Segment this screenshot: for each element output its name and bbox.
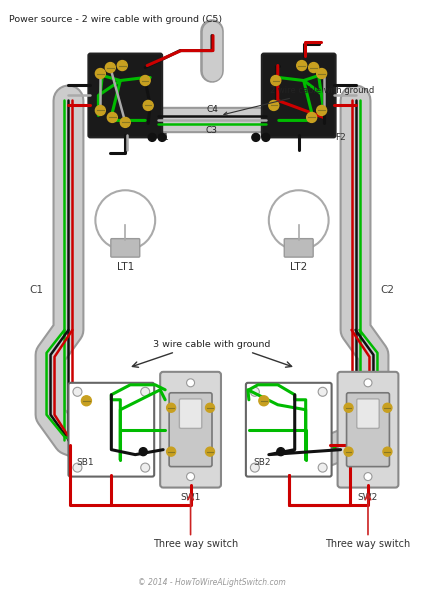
FancyBboxPatch shape — [346, 393, 389, 467]
Circle shape — [364, 473, 372, 481]
Circle shape — [271, 76, 281, 85]
Circle shape — [344, 447, 353, 456]
Circle shape — [95, 190, 155, 250]
Text: LT1: LT1 — [117, 262, 134, 272]
Circle shape — [117, 61, 127, 71]
FancyBboxPatch shape — [179, 399, 202, 428]
Circle shape — [167, 447, 176, 456]
Circle shape — [206, 403, 215, 412]
Text: © 2014 - HowToWireALightSwitch.com: © 2014 - HowToWireALightSwitch.com — [138, 578, 286, 587]
Circle shape — [139, 448, 147, 455]
Text: C4: C4 — [206, 106, 218, 115]
Circle shape — [259, 396, 269, 406]
Circle shape — [158, 133, 166, 142]
Circle shape — [383, 447, 392, 456]
Circle shape — [277, 448, 285, 455]
Text: 2 wire cable with ground: 2 wire cable with ground — [224, 86, 374, 115]
Circle shape — [262, 133, 270, 142]
Circle shape — [318, 463, 327, 472]
Circle shape — [105, 62, 115, 73]
Text: C1: C1 — [30, 285, 44, 295]
Circle shape — [95, 106, 105, 115]
Circle shape — [307, 112, 317, 122]
Circle shape — [269, 100, 279, 110]
Text: SW1: SW1 — [180, 493, 201, 502]
Text: LT2: LT2 — [290, 262, 307, 272]
Text: F2: F2 — [335, 133, 346, 142]
Circle shape — [344, 403, 353, 412]
Circle shape — [120, 118, 130, 127]
Circle shape — [187, 473, 195, 481]
Circle shape — [187, 379, 195, 387]
Circle shape — [252, 133, 260, 142]
Text: 3 wire cable with ground: 3 wire cable with ground — [153, 340, 271, 349]
Text: SW2: SW2 — [358, 493, 378, 502]
Text: C2: C2 — [380, 285, 394, 295]
Circle shape — [141, 387, 150, 396]
Circle shape — [206, 447, 215, 456]
Circle shape — [251, 387, 259, 396]
Circle shape — [148, 133, 156, 142]
Text: Power source - 2 wire cable with ground (C5): Power source - 2 wire cable with ground … — [8, 14, 222, 23]
Circle shape — [141, 463, 150, 472]
FancyBboxPatch shape — [68, 383, 154, 476]
Text: C3: C3 — [206, 127, 218, 136]
Circle shape — [317, 68, 326, 79]
Text: Three way switch: Three way switch — [153, 539, 238, 550]
Circle shape — [297, 61, 307, 71]
Circle shape — [107, 112, 117, 122]
Circle shape — [81, 396, 92, 406]
FancyBboxPatch shape — [169, 393, 212, 467]
Circle shape — [383, 403, 392, 412]
FancyBboxPatch shape — [89, 53, 162, 137]
Circle shape — [364, 379, 372, 387]
Circle shape — [167, 403, 176, 412]
Circle shape — [309, 62, 319, 73]
Circle shape — [140, 76, 150, 85]
FancyBboxPatch shape — [338, 372, 399, 488]
Text: SB1: SB1 — [76, 458, 94, 467]
Text: F1: F1 — [158, 133, 169, 142]
FancyBboxPatch shape — [284, 239, 313, 257]
Circle shape — [251, 463, 259, 472]
FancyBboxPatch shape — [262, 53, 335, 137]
Circle shape — [95, 68, 105, 79]
Circle shape — [143, 100, 153, 110]
Text: SB2: SB2 — [254, 458, 271, 467]
Circle shape — [73, 463, 82, 472]
FancyBboxPatch shape — [111, 239, 140, 257]
FancyBboxPatch shape — [160, 372, 221, 488]
Circle shape — [269, 190, 329, 250]
Circle shape — [318, 387, 327, 396]
Circle shape — [317, 106, 326, 115]
Circle shape — [73, 387, 82, 396]
FancyBboxPatch shape — [246, 383, 332, 476]
FancyBboxPatch shape — [357, 399, 379, 428]
Text: Three way switch: Three way switch — [325, 539, 410, 550]
